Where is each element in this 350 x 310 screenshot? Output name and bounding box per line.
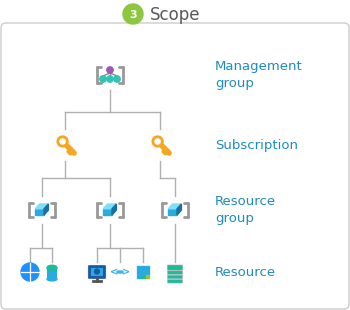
Circle shape	[121, 271, 123, 273]
Circle shape	[155, 139, 160, 144]
Text: 3: 3	[129, 10, 137, 20]
Circle shape	[123, 4, 143, 24]
Polygon shape	[35, 209, 44, 215]
Circle shape	[60, 139, 65, 144]
Text: <: <	[110, 267, 118, 277]
Bar	[146, 266, 149, 269]
Bar	[146, 275, 149, 278]
Bar	[137, 266, 140, 269]
Polygon shape	[103, 204, 117, 209]
Text: Resource
group: Resource group	[215, 195, 276, 225]
Bar	[141, 275, 145, 278]
Bar	[91, 268, 103, 276]
Polygon shape	[168, 204, 181, 209]
Polygon shape	[177, 204, 181, 215]
Polygon shape	[35, 204, 48, 209]
Circle shape	[114, 76, 120, 82]
FancyBboxPatch shape	[88, 265, 106, 278]
Bar	[141, 266, 145, 269]
FancyBboxPatch shape	[168, 271, 182, 274]
Bar	[137, 275, 140, 278]
Circle shape	[152, 136, 163, 147]
Ellipse shape	[47, 265, 57, 271]
Circle shape	[119, 271, 121, 273]
Text: Resource: Resource	[215, 265, 276, 278]
Circle shape	[107, 76, 113, 82]
Bar	[47, 268, 57, 279]
Text: >: >	[122, 267, 130, 277]
Circle shape	[100, 76, 106, 82]
FancyBboxPatch shape	[167, 265, 183, 270]
Circle shape	[57, 136, 68, 147]
Circle shape	[94, 269, 99, 274]
FancyBboxPatch shape	[168, 280, 182, 283]
Text: Subscription: Subscription	[215, 139, 298, 152]
Polygon shape	[112, 204, 117, 215]
Circle shape	[117, 271, 119, 273]
Text: Scope: Scope	[150, 6, 201, 24]
Polygon shape	[44, 204, 48, 215]
Circle shape	[21, 263, 39, 281]
Text: Management
group: Management group	[215, 60, 303, 90]
Circle shape	[107, 67, 113, 73]
Bar	[141, 270, 145, 274]
Polygon shape	[103, 209, 112, 215]
Bar	[146, 270, 149, 274]
Ellipse shape	[47, 277, 57, 281]
Bar	[137, 270, 140, 274]
FancyBboxPatch shape	[168, 275, 182, 279]
Polygon shape	[168, 209, 177, 215]
FancyBboxPatch shape	[1, 23, 349, 309]
